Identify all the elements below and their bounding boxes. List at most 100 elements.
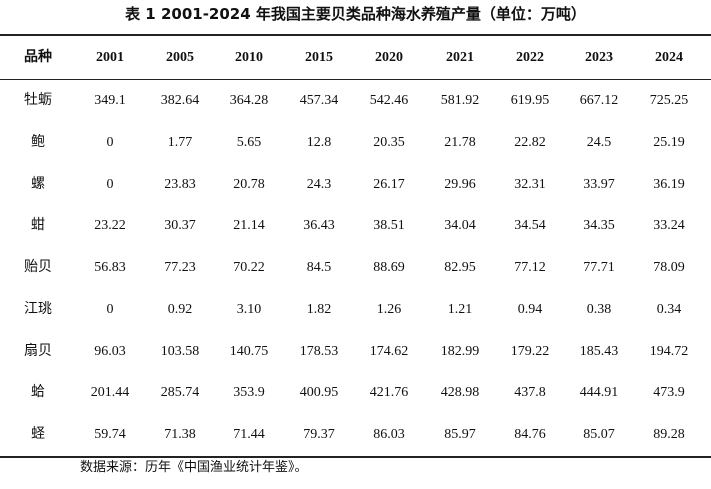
header-cell: 2015 xyxy=(305,50,333,65)
data-cell: 34.04 xyxy=(444,218,476,234)
header-rule xyxy=(0,79,711,80)
top-rule xyxy=(0,34,711,36)
data-cell: 444.91 xyxy=(579,385,619,401)
data-cell: 77.71 xyxy=(583,260,615,275)
row-label: 江珧 xyxy=(24,301,52,317)
data-cell: 36.43 xyxy=(303,218,335,234)
header-cell: 2024 xyxy=(655,50,683,65)
data-cell: 619.95 xyxy=(510,93,550,108)
data-cell: 79.37 xyxy=(303,427,335,442)
data-cell: 56.83 xyxy=(94,260,126,275)
data-cell: 725.25 xyxy=(649,93,689,108)
row-label: 螺 xyxy=(31,176,45,192)
data-cell: 581.92 xyxy=(440,93,480,108)
data-cell: 33.97 xyxy=(583,176,615,192)
data-cell: 24.5 xyxy=(586,134,612,150)
data-cell: 437.8 xyxy=(514,385,546,401)
data-cell: 0.34 xyxy=(656,301,682,317)
data-cell: 70.22 xyxy=(233,260,265,275)
data-cell: 400.95 xyxy=(299,385,339,401)
data-cell: 353.9 xyxy=(233,385,265,401)
header-cell: 2021 xyxy=(446,50,474,65)
data-cell: 182.99 xyxy=(440,343,480,359)
row-label: 扇贝 xyxy=(24,343,52,359)
data-cell: 0 xyxy=(106,134,114,150)
row-label: 牡蛎 xyxy=(24,93,52,108)
header-cell: 2023 xyxy=(585,50,613,65)
data-cell: 89.28 xyxy=(653,427,685,442)
data-cell: 3.10 xyxy=(236,301,262,317)
data-cell: 77.12 xyxy=(514,260,546,275)
row-label: 鲍 xyxy=(31,134,45,150)
row-label: 蛏 xyxy=(31,427,45,442)
data-cell: 20.35 xyxy=(373,134,405,150)
data-cell: 421.76 xyxy=(369,385,409,401)
bottom-rule xyxy=(0,456,711,458)
data-cell: 85.07 xyxy=(583,427,615,442)
data-cell: 103.58 xyxy=(160,343,200,359)
data-cell: 85.97 xyxy=(444,427,476,442)
row-label: 蛤 xyxy=(31,385,45,401)
header-cell: 品种 xyxy=(24,50,52,65)
data-cell: 36.19 xyxy=(653,176,685,192)
data-cell: 185.43 xyxy=(579,343,619,359)
data-cell: 457.34 xyxy=(299,93,339,108)
data-cell: 77.23 xyxy=(164,260,196,275)
data-cell: 25.19 xyxy=(653,134,685,150)
data-cell: 84.5 xyxy=(306,260,332,275)
data-cell: 0.94 xyxy=(517,301,543,317)
data-cell: 23.22 xyxy=(94,218,126,234)
data-cell: 24.3 xyxy=(306,176,332,192)
data-cell: 78.09 xyxy=(653,260,685,275)
data-cell: 0 xyxy=(106,176,114,192)
data-cell: 71.44 xyxy=(233,427,265,442)
data-cell: 178.53 xyxy=(299,343,339,359)
data-cell: 179.22 xyxy=(510,343,550,359)
data-cell: 194.72 xyxy=(649,343,689,359)
data-cell: 88.69 xyxy=(373,260,405,275)
data-cell: 30.37 xyxy=(164,218,196,234)
data-cell: 86.03 xyxy=(373,427,405,442)
data-cell: 382.64 xyxy=(160,93,200,108)
source-note: 数据来源：历年《中国渔业统计年鉴》。 xyxy=(80,460,308,475)
data-cell: 174.62 xyxy=(369,343,409,359)
data-cell: 26.17 xyxy=(373,176,405,192)
data-cell: 0.38 xyxy=(586,301,612,317)
data-cell: 201.44 xyxy=(90,385,130,401)
data-cell: 140.75 xyxy=(229,343,269,359)
data-cell: 59.74 xyxy=(94,427,126,442)
header-cell: 2001 xyxy=(96,50,124,65)
header-cell: 2020 xyxy=(375,50,403,65)
row-label: 贻贝 xyxy=(24,260,52,275)
data-cell: 20.78 xyxy=(233,176,265,192)
data-cell: 473.9 xyxy=(653,385,685,401)
data-cell: 32.31 xyxy=(514,176,546,192)
data-cell: 33.24 xyxy=(653,218,685,234)
data-cell: 22.82 xyxy=(514,134,546,150)
header-cell: 2010 xyxy=(235,50,263,65)
data-cell: 1.26 xyxy=(376,301,402,317)
data-cell: 285.74 xyxy=(160,385,200,401)
data-cell: 38.51 xyxy=(373,218,405,234)
data-cell: 71.38 xyxy=(164,427,196,442)
data-cell: 34.54 xyxy=(514,218,546,234)
header-cell: 2022 xyxy=(516,50,544,65)
data-cell: 84.76 xyxy=(514,427,546,442)
data-cell: 0.92 xyxy=(167,301,193,317)
data-cell: 29.96 xyxy=(444,176,476,192)
data-cell: 96.03 xyxy=(94,343,126,359)
row-label: 蚶 xyxy=(31,218,45,234)
data-cell: 21.78 xyxy=(444,134,476,150)
data-cell: 5.65 xyxy=(236,134,262,150)
data-cell: 82.95 xyxy=(444,260,476,275)
data-cell: 542.46 xyxy=(369,93,409,108)
data-cell: 12.8 xyxy=(306,134,332,150)
data-cell: 21.14 xyxy=(233,218,265,234)
data-cell: 349.1 xyxy=(94,93,126,108)
data-cell: 1.21 xyxy=(447,301,473,317)
data-cell: 34.35 xyxy=(583,218,615,234)
header-cell: 2005 xyxy=(166,50,194,65)
data-cell: 23.83 xyxy=(164,176,196,192)
data-cell: 1.77 xyxy=(167,134,193,150)
